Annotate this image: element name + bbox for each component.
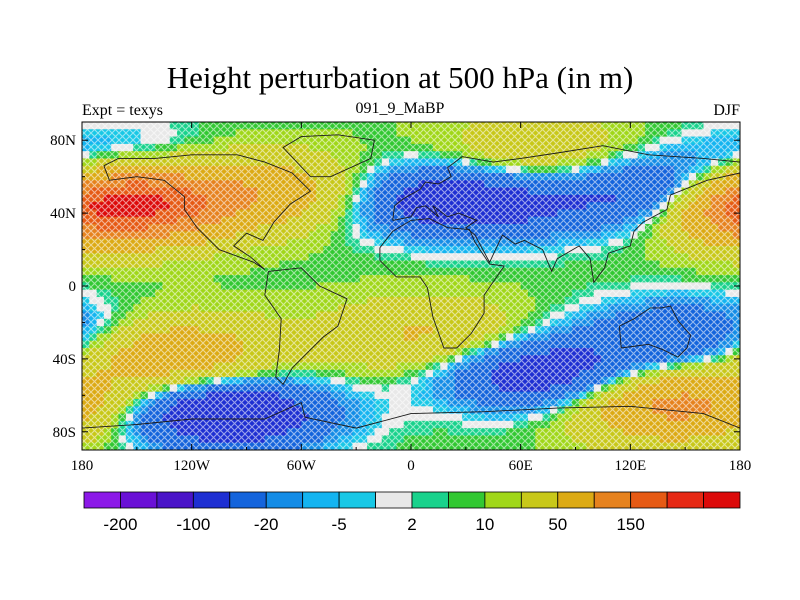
colorbar-swatch [520, 491, 559, 509]
eurasia-coast [392, 145, 740, 284]
colorbar-swatch [666, 491, 704, 509]
colorbar-swatch [338, 491, 376, 509]
x-tick-label: 120W [173, 458, 211, 474]
colorbar-label: 150 [616, 515, 644, 534]
experiment-label: Expt = texys [82, 102, 164, 119]
colorbar-label: -200 [103, 515, 137, 534]
y-tick-label: 40N [50, 206, 76, 222]
colorbar-label: -5 [332, 515, 347, 534]
x-tick-label: 180 [729, 458, 752, 474]
colorbar-swatch [302, 491, 340, 509]
x-tick-label: 60W [287, 458, 317, 474]
colorbar-swatch [484, 491, 522, 509]
colorbar-swatch [557, 491, 595, 509]
season-label: DJF [713, 102, 740, 119]
colorbar-swatch [593, 491, 632, 509]
colorbar-swatch [192, 491, 231, 509]
colorbar-swatch [156, 491, 194, 509]
colorbar-swatch [229, 491, 267, 509]
y-tick-label: 0 [69, 279, 77, 295]
axes: 180 120W 60W 0 60E 120E 180 80N 40N 0 40S 80S [50, 122, 751, 474]
colorbar-label: 10 [475, 515, 494, 534]
hatch-overlay [82, 122, 740, 450]
coastlines [82, 134, 740, 429]
y-tick-label: 80N [50, 133, 76, 149]
colorbar-swatch [703, 491, 741, 509]
colorbar-swatch [265, 491, 304, 509]
run-label: 091_9_MaBP [355, 100, 445, 117]
north-america-coast [103, 154, 312, 270]
south-america-coast [264, 267, 348, 386]
x-tick-label: 60E [509, 458, 533, 474]
australia-coast [618, 305, 692, 358]
colorbar-swatch [448, 491, 486, 509]
greenland-coast [282, 134, 375, 178]
colorbar-label: 50 [548, 515, 567, 534]
colorbar: -200 -100 -20 -5 2 10 50 150 [83, 491, 741, 534]
colorbar-swatch [375, 491, 413, 509]
x-tick-label: 0 [407, 458, 415, 474]
africa-coast [379, 218, 505, 349]
colorbar-swatch [120, 491, 158, 509]
colorbar-label: 2 [407, 515, 416, 534]
colorbar-label: -100 [176, 515, 210, 534]
x-tick-label: 120E [614, 458, 646, 474]
colorbar-swatch [83, 491, 121, 509]
colorbar-swatch [411, 491, 449, 509]
y-tick-label: 80S [53, 425, 76, 441]
colorbar-swatch [630, 491, 668, 509]
x-tick-label: 180 [71, 458, 94, 474]
chart-title: Height perturbation at 500 hPa (in m) [166, 60, 634, 95]
colorbar-label: -20 [254, 515, 279, 534]
antarctica-coast [82, 401, 740, 429]
y-tick-label: 40S [53, 352, 76, 368]
